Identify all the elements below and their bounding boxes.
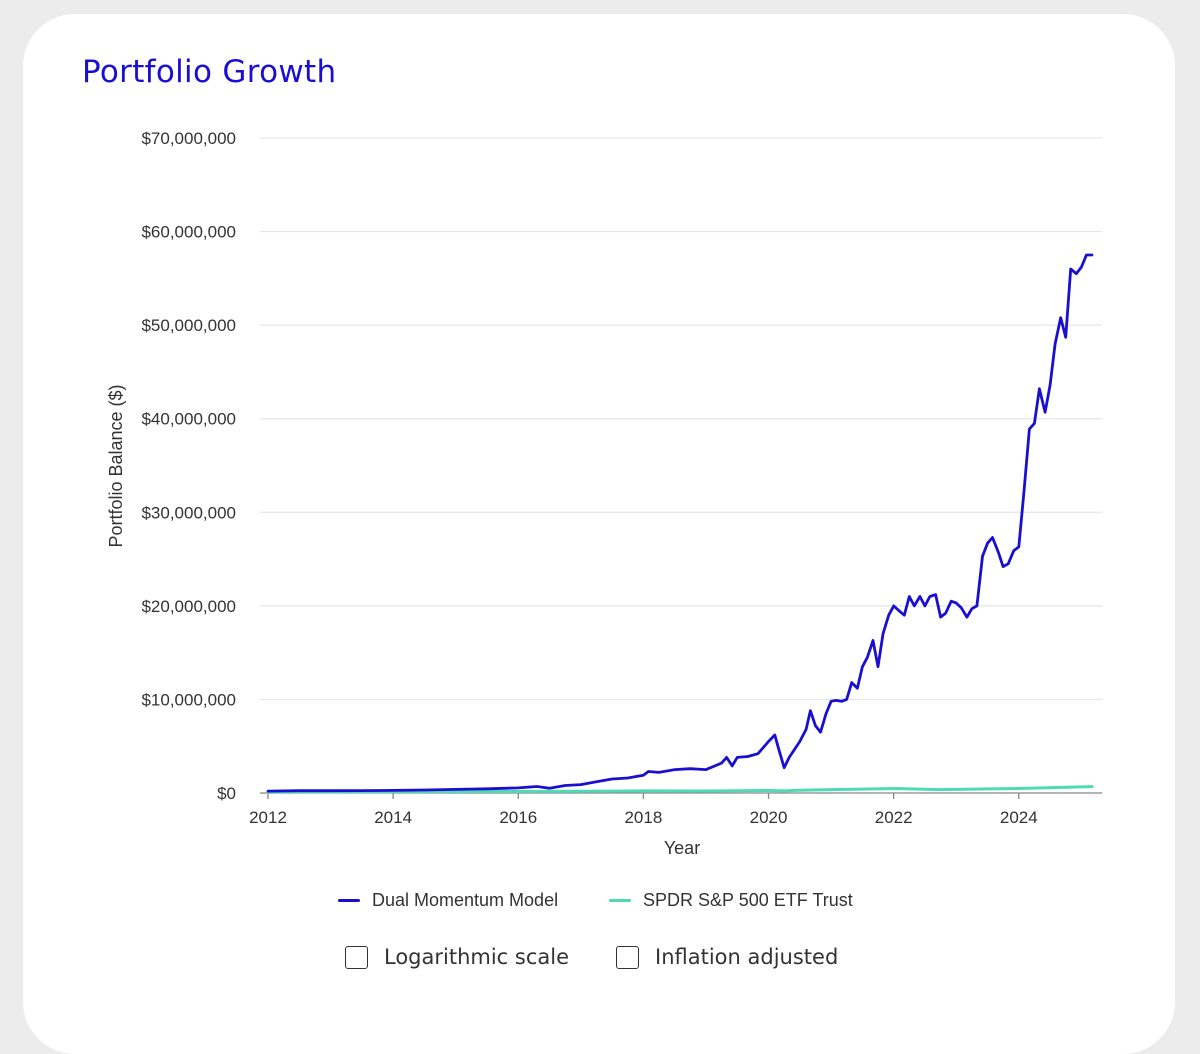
chart-card bbox=[23, 14, 1175, 1054]
y-axis-title: Portfolio Balance ($) bbox=[106, 384, 126, 547]
inflation-adjusted-checkbox[interactable] bbox=[616, 945, 639, 969]
y-tick-label: $10,000,000 bbox=[141, 690, 236, 709]
log-scale-label: Logarithmic scale bbox=[384, 945, 570, 969]
y-tick-label: $0 bbox=[217, 784, 236, 803]
x-tick-label: 2022 bbox=[875, 808, 913, 827]
y-tick-label: $20,000,000 bbox=[141, 597, 236, 616]
x-tick-label: 2020 bbox=[750, 808, 788, 827]
legend-label-dual-momentum: Dual Momentum Model bbox=[372, 889, 559, 910]
series-line-spdr-s-p-500-etf-trust[interactable] bbox=[266, 785, 1094, 794]
x-axis-title: Year bbox=[664, 838, 700, 858]
x-tick-label: 2016 bbox=[499, 808, 537, 827]
legend-swatch-spdr bbox=[609, 898, 631, 902]
page-title: Portfolio Growth bbox=[82, 54, 337, 90]
legend-label-spdr: SPDR S&P 500 ETF Trust bbox=[643, 889, 853, 910]
y-tick-label: $60,000,000 bbox=[141, 223, 236, 242]
legend-swatch-dual-momentum bbox=[338, 898, 360, 902]
portfolio-growth-chart: $0 $10,000,000 $20,000,000 $30,000,000 $40,0… bbox=[106, 129, 1102, 858]
y-tick-label: $40,000,000 bbox=[141, 410, 236, 429]
x-tick-label: 2012 bbox=[249, 808, 287, 827]
x-tick-label: 2014 bbox=[374, 808, 412, 827]
y-tick-label: $50,000,000 bbox=[141, 316, 236, 335]
log-scale-option[interactable]: Logarithmic scale bbox=[345, 945, 569, 969]
y-tick-label: $30,000,000 bbox=[141, 503, 236, 522]
axis-layer bbox=[260, 792, 1102, 799]
y-tick-label: $70,000,000 bbox=[141, 129, 236, 148]
legend-item-spdr[interactable]: SPDR S&P 500 ETF Trust bbox=[609, 885, 853, 915]
inflation-adjusted-label: Inflation adjusted bbox=[655, 945, 839, 969]
legend: Dual Momentum Model SPDR S&P 500 ETF Tru… bbox=[0, 885, 1200, 915]
x-tick-label: 2024 bbox=[1000, 808, 1038, 827]
log-scale-checkbox[interactable] bbox=[345, 945, 368, 969]
legend-item-dual-momentum[interactable]: Dual Momentum Model bbox=[338, 885, 558, 915]
label-layer: $0 $10,000,000 $20,000,000 $30,000,000 $40,0… bbox=[141, 129, 1037, 827]
x-tick-label: 2018 bbox=[624, 808, 662, 827]
series-layer bbox=[266, 253, 1094, 794]
grid-layer bbox=[260, 137, 1102, 701]
series-line-dual-momentum-model[interactable] bbox=[266, 253, 1094, 793]
inflation-adjusted-option[interactable]: Inflation adjusted bbox=[616, 945, 838, 969]
